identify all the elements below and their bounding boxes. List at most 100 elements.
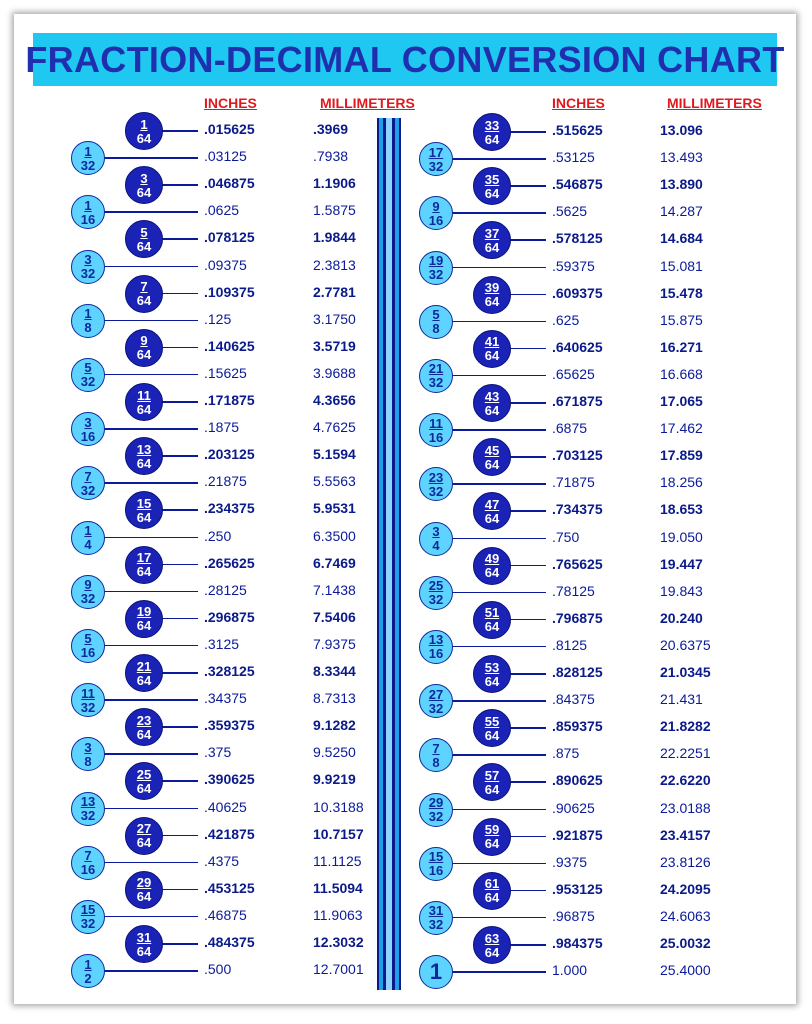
fraction-numerator: 3 [84,252,92,267]
inches-value: .796875 [552,609,603,626]
millimeters-value: 23.8126 [660,853,711,870]
fraction-circle: 5 16 [71,628,105,663]
leader-line [161,672,198,674]
fraction-denominator: 64 [136,401,152,417]
fraction-denominator: 64 [136,564,152,580]
inches-value: .515625 [552,122,603,138]
fraction-denominator: 32 [428,158,444,174]
fraction-denominator: 32 [80,916,96,932]
fraction-numerator: 13 [428,632,444,648]
fraction-denominator: 8 [432,321,440,337]
fraction-numerator: 1 [84,523,92,538]
fraction-numerator: 57 [484,767,500,783]
millimeters-value: 12.3032 [313,934,364,950]
leader-line [451,862,546,865]
leader-line [103,915,198,918]
fraction-denominator: 32 [428,700,444,716]
fraction-denominator: 16 [428,646,444,662]
inches-value: .21875 [204,473,247,490]
fraction-circle: 11 32 [71,683,105,718]
fraction-numerator: 21 [136,658,152,674]
millimeters-value: 7.5406 [313,608,356,625]
inches-value: .015625 [204,121,255,137]
fraction-circle-64ths: 29 64 [125,870,163,909]
fraction-numerator: 11 [429,415,443,431]
inches-value: .765625 [552,555,603,572]
fraction-numerator: 5 [84,631,92,647]
fraction-numerator: 29 [136,875,152,891]
inches-value: .203125 [204,446,255,463]
leader-line [509,185,546,187]
inches-value: .359375 [204,717,255,734]
fraction-numerator: 7 [432,740,440,756]
fraction-circle: 31 32 [419,900,453,935]
fraction-denominator: 64 [484,510,500,526]
fraction-denominator: 64 [484,836,500,852]
fraction-denominator: 64 [136,889,152,905]
fraction-numerator: 21 [428,361,444,377]
inches-value: .8125 [552,636,588,653]
fraction-circle-64ths: 11 64 [125,383,163,421]
leader-line [103,699,198,701]
fraction-whole: 1 [429,959,443,985]
inches-value: .46875 [204,906,247,923]
fraction-denominator: 64 [136,293,152,309]
leader-line [161,238,198,240]
fraction-numerator: 61 [484,876,500,892]
millimeters-value: 20.6375 [660,636,711,653]
leader-line [509,131,546,133]
fraction-circle: 1 16 [71,195,105,230]
inches-value: .078125 [204,229,255,246]
fraction-denominator: 32 [80,699,96,715]
fraction-circle-64ths: 5 64 [125,220,163,259]
leader-line [161,726,198,728]
fraction-denominator: 64 [136,835,152,851]
millimeters-value: 13.096 [660,122,703,138]
millimeters-value: 21.8282 [660,718,711,735]
fraction-circle-64ths: 55 64 [473,709,511,748]
leader-line [161,292,198,295]
fraction-numerator: 25 [136,766,152,782]
fraction-circle-64ths: 47 64 [473,492,511,531]
fraction-numerator: 13 [136,441,152,457]
inches-value: .59375 [552,257,595,274]
fraction-circle-64ths: 39 64 [473,275,511,314]
fraction-circle: 11 16 [419,413,453,448]
fraction-denominator: 64 [484,673,500,689]
fraction-circle: 15 32 [71,899,105,934]
millimeters-value: 23.0188 [660,799,711,816]
millimeters-value: 17.859 [660,447,703,464]
leader-line [509,781,546,783]
millimeters-value: 7.9375 [313,635,356,652]
fraction-circle-64ths: 53 64 [473,655,511,693]
inches-value: .15625 [204,364,247,381]
leader-line [161,943,198,945]
fraction-numerator: 53 [484,659,500,675]
fraction-numerator: 3 [84,414,92,430]
fraction-denominator: 64 [484,456,500,472]
millimeters-value: 25.0032 [660,935,711,951]
inches-value: .734375 [552,501,603,518]
millimeters-value: .7938 [313,148,349,165]
leader-line [103,265,198,267]
fraction-denominator: 32 [80,808,96,823]
fraction-numerator: 1 [84,197,92,213]
inches-value: .6875 [552,420,588,437]
millimeters-value: 13.890 [660,176,703,193]
fraction-numerator: 23 [136,712,152,728]
fraction-circle: 5 32 [71,357,105,392]
fraction-circle-64ths: 15 64 [125,491,163,530]
fraction-denominator: 16 [80,211,96,227]
leader-line [451,971,546,973]
leader-line [161,346,198,349]
fraction-denominator: 8 [432,754,440,770]
millimeters-value: 3.1750 [313,310,356,327]
millimeters-value: 15.875 [660,311,703,328]
fraction-circle-64ths: 33 64 [473,113,511,151]
inches-value: .046875 [204,175,255,192]
millimeters-value: 1.5875 [313,202,356,219]
inches-value: .40625 [204,798,247,815]
fraction-denominator: 32 [428,592,444,608]
fraction-denominator: 64 [484,348,500,364]
